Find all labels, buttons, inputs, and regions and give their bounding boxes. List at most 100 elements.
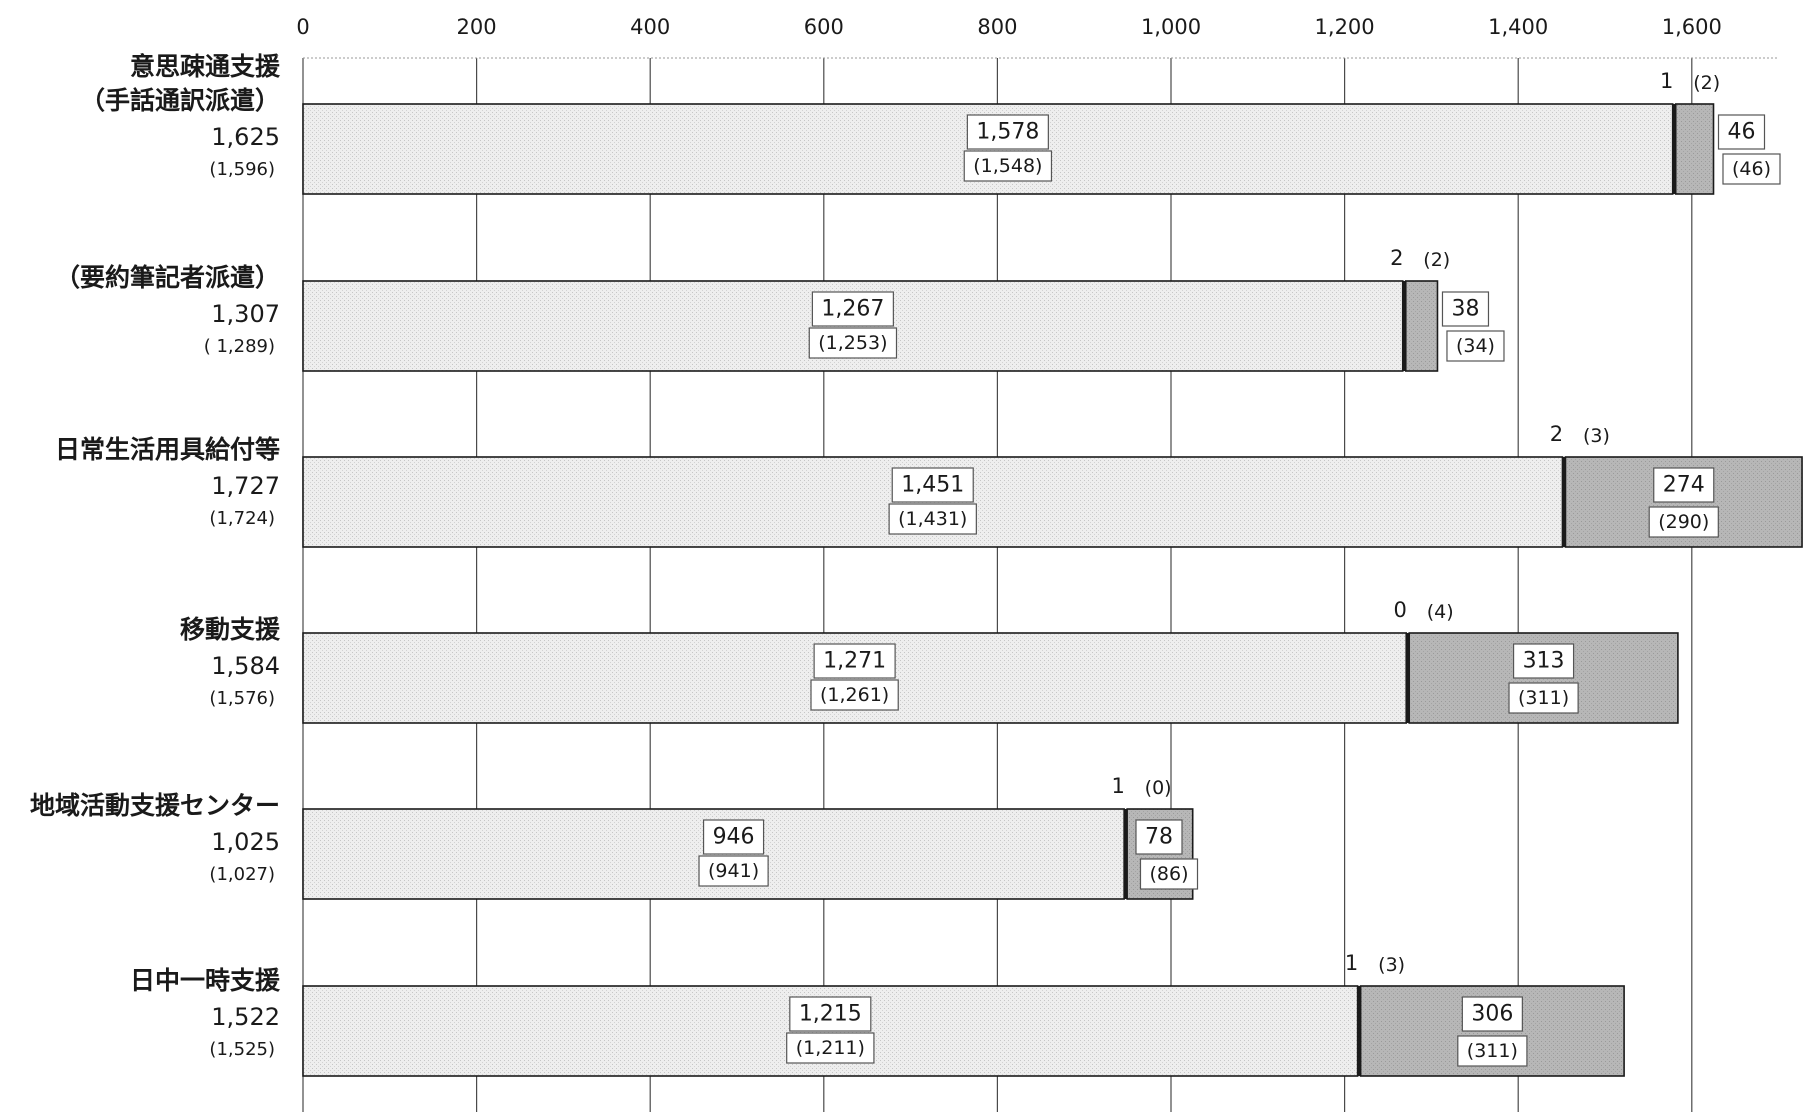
x-tick-label: 200 [457, 15, 497, 39]
segment-3-prev-box [1648, 506, 1719, 538]
segment-3-value-box [1653, 467, 1715, 503]
bar-segment-3 [1674, 103, 1715, 195]
category-total-prev: (1,576) [209, 688, 275, 709]
segment-2-value: 2 [1390, 246, 1403, 270]
category-total-prev: (1,525) [209, 1039, 275, 1060]
segment-3-value-text: 46 [1728, 120, 1756, 145]
segment-1-value-box [811, 291, 894, 327]
segment-3-value: 313 [1512, 643, 1575, 679]
segment-1-value: 1,267 [811, 291, 894, 327]
segment-2-value: 1 [1345, 951, 1358, 975]
segment-1-prev: (941) [698, 855, 769, 887]
x-tick-label: 1,000 [1141, 15, 1201, 39]
segment-3-prev: (34) [1446, 330, 1505, 362]
segment-3-value: 38 [1441, 291, 1490, 327]
segment-1-value: 1,578 [966, 114, 1049, 150]
segment-2-prev: (2) [1423, 249, 1450, 271]
x-tick-label: 1,600 [1662, 15, 1722, 39]
category-label: 日常生活用具給付等 [55, 435, 280, 464]
segment-2-value: 1 [1660, 69, 1673, 93]
segment-3-prev: (290) [1648, 506, 1719, 538]
segment-3-prev-text: (34) [1456, 335, 1495, 357]
segment-1-prev-box [698, 855, 769, 887]
segment-2-value: 1 [1111, 774, 1124, 798]
category-labels: 意思疎通支援 （手話通訳派遣） 1,625 (1,596) （要約筆記者派遣） 1,307… [30, 52, 281, 1060]
segment-1-value: 1,215 [789, 996, 872, 1032]
segment-3-prev: (86) [1139, 858, 1199, 890]
bar-segment-3 [1404, 280, 1439, 372]
segment-3-prev-box [1139, 858, 1199, 890]
segment-1-value-text: 1,267 [821, 297, 884, 322]
segment-3-value-box [1135, 819, 1183, 855]
segment-3-value-text: 313 [1523, 649, 1565, 674]
category-total: 1,025 [211, 828, 280, 856]
x-tick-label: 0 [296, 15, 309, 39]
segment-3-prev-box [1446, 330, 1505, 362]
category-label: 日中一時支援 [130, 966, 281, 995]
segment-3-value: 306 [1461, 996, 1523, 1032]
segment-2-prev: (2) [1693, 72, 1720, 94]
segment-3-prev-text: (311) [1467, 1040, 1518, 1062]
segment-1-prev-box [808, 327, 898, 359]
segment-3-prev: (311) [1457, 1035, 1528, 1067]
segment-1-prev-text: (941) [708, 860, 759, 882]
x-tick-label: 1,200 [1315, 15, 1375, 39]
segment-1-prev-box [888, 503, 977, 535]
segment-1-prev: (1,548) [963, 150, 1053, 182]
segment-1-prev-box [963, 150, 1053, 182]
segment-1-value-text: 1,215 [799, 1002, 862, 1027]
category-total: 1,584 [211, 652, 280, 680]
segment-3-prev: (46) [1722, 153, 1781, 185]
bar-segment-2 [1406, 633, 1410, 723]
segment-1-prev-text: (1,431) [898, 508, 967, 530]
segment-1-prev: (1,211) [786, 1032, 875, 1064]
segment-1-prev: (1,253) [808, 327, 898, 359]
bar-segment-2 [1562, 457, 1566, 547]
segment-3-value: 46 [1717, 114, 1766, 150]
segment-1-value-text: 1,271 [823, 649, 886, 674]
category-label: （要約筆記者派遣） [55, 263, 280, 292]
segment-3-prev-box [1722, 153, 1781, 185]
segment-3-prev-text: (290) [1658, 511, 1709, 533]
bars: 1,578 (1,548) 1 (2) 46 (46) 1,267 (1,253) 2 (2) 38… [302, 69, 1803, 1077]
grid-lines [302, 57, 1779, 1112]
segment-1-prev-box [786, 1032, 875, 1064]
segment-3-value-text: 78 [1145, 825, 1173, 850]
segment-3-value-text: 38 [1451, 297, 1479, 322]
segment-3-value-box [1461, 996, 1523, 1032]
segment-1-value: 1,271 [813, 643, 896, 679]
segment-3-prev-box [1508, 682, 1579, 714]
segment-3-prev: (311) [1508, 682, 1579, 714]
bar-segment-2 [1124, 809, 1128, 899]
segment-1-value: 1,451 [891, 467, 974, 503]
segment-1-prev: (1,431) [888, 503, 977, 535]
segment-3-prev-text: (311) [1518, 687, 1569, 709]
segment-3-value-box [1441, 291, 1490, 327]
segment-1-prev-text: (1,253) [818, 332, 887, 354]
segment-2-prev: (3) [1583, 425, 1610, 447]
segment-1-value-box [891, 467, 974, 503]
segment-2-prev: (4) [1427, 601, 1454, 623]
category-label: 移動支援 [180, 615, 281, 644]
segment-1-value-box [702, 819, 765, 855]
segment-1-value-box [813, 643, 896, 679]
segment-3-value-box [1717, 114, 1766, 150]
category-total: 1,727 [211, 472, 280, 500]
segment-3-value-text: 274 [1663, 473, 1705, 498]
x-tick-label: 600 [804, 15, 844, 39]
segment-1-value: 946 [702, 819, 765, 855]
category-total-prev: (1,596) [209, 159, 275, 180]
bar-segment-2 [1672, 104, 1676, 194]
segment-2-value: 0 [1394, 598, 1407, 622]
x-tick-label: 400 [630, 15, 670, 39]
bar-segment-2 [1402, 281, 1406, 371]
category-total-prev: (1,724) [209, 508, 275, 529]
segment-2-prev: (3) [1378, 954, 1405, 976]
segment-3-value-box [1512, 643, 1575, 679]
x-axis-ticks: 0 200 400 600 800 1,000 1,200 1,400 1,600 [296, 15, 1722, 39]
x-tick-label: 800 [977, 15, 1017, 39]
segment-1-prev-text: (1,211) [796, 1037, 865, 1059]
segment-1-value-box [789, 996, 872, 1032]
segment-1-prev-box [810, 679, 899, 711]
category-total: 1,625 [211, 123, 280, 151]
